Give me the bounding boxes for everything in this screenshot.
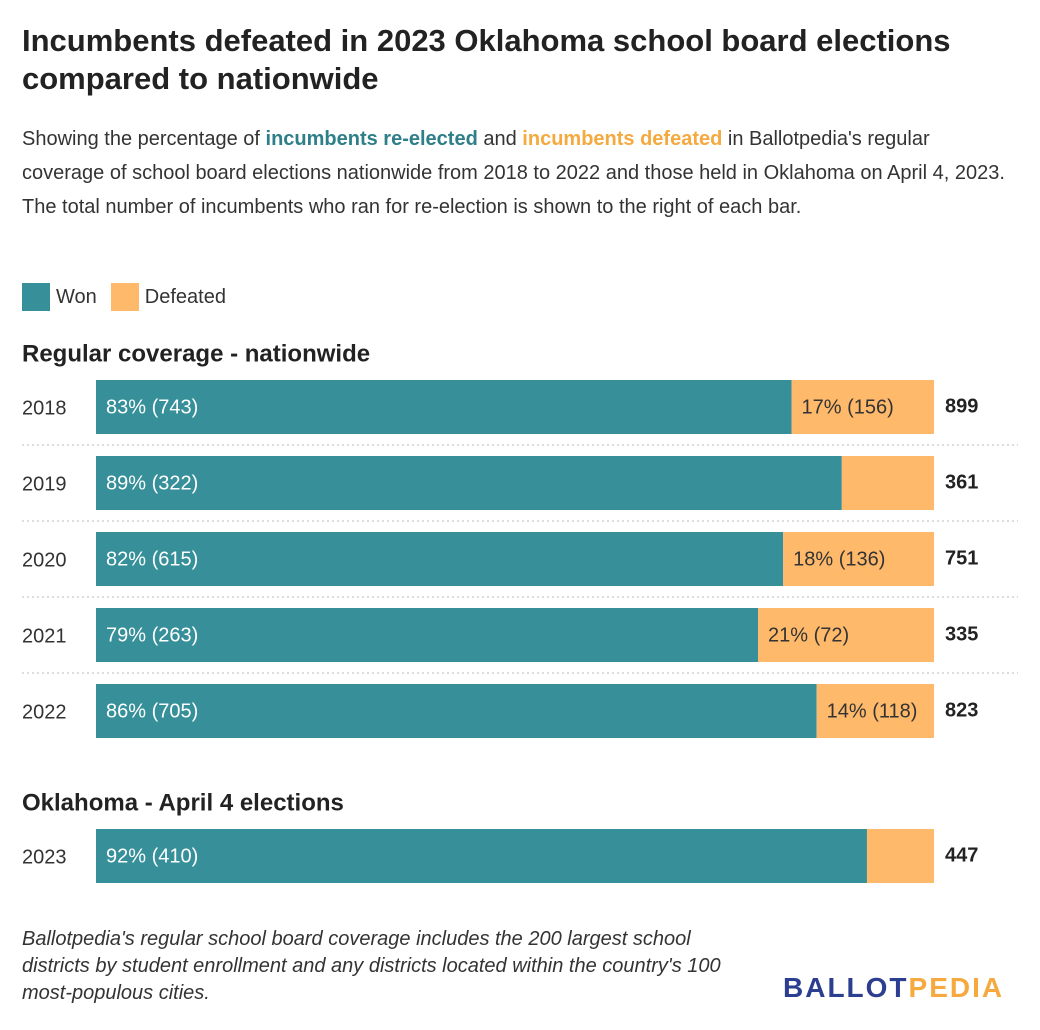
legend-swatch [110, 283, 139, 311]
logo-part: BALLOT [783, 972, 909, 1003]
footnote: Ballotpedia's regular school board cover… [22, 928, 721, 1004]
y-tick-label: 2018 [22, 397, 67, 419]
bar-segment [96, 829, 867, 883]
chart-subtitle: Oklahoma - April 4 elections [22, 789, 344, 816]
subtitle-highlight: incumbents defeated [522, 128, 723, 150]
bar-segment [783, 532, 934, 586]
total-label: 823 [945, 699, 978, 721]
bar-segment [96, 380, 792, 434]
y-tick-label: 2019 [22, 473, 67, 495]
data-label: 21% (72) [768, 624, 849, 646]
data-label: 79% (263) [106, 624, 198, 646]
subtitle-text: Showing the percentage of [22, 128, 266, 150]
total-label: 899 [945, 395, 978, 417]
legend-swatch [22, 283, 50, 311]
y-tick-label: 2021 [22, 625, 67, 647]
legend-label: Won [56, 285, 97, 308]
title: Incumbents defeated in 2023 Oklahoma sch… [22, 23, 951, 96]
subtitle: Showing the percentage of incumbents re-… [22, 122, 1012, 224]
y-tick-label: 2022 [22, 701, 67, 723]
bar-segment [96, 456, 842, 510]
data-label: 83% (743) [106, 396, 198, 418]
chart: Regular coverage - nationwide 2018 83% (74… [22, 340, 1018, 883]
total-label: 361 [945, 471, 978, 493]
data-label: 18% (136) [793, 548, 885, 570]
chart-subtitle: Regular coverage - nationwide [22, 340, 370, 367]
y-tick-label: 2023 [22, 846, 67, 868]
logo-part: PEDIA [908, 972, 1005, 1003]
logo: BALLOTPEDIA [783, 972, 1004, 1004]
total-label: 447 [945, 844, 978, 866]
bar-segment [841, 456, 934, 510]
bar-segment [96, 684, 817, 738]
data-label: 17% (156) [802, 396, 894, 418]
data-label: 14% (118) [827, 700, 918, 722]
subtitle-highlight: incumbents re-elected [265, 128, 478, 150]
legend-item: Won [22, 283, 97, 311]
bar-segment [791, 380, 934, 434]
bar-segment [866, 829, 934, 883]
legend-label: Defeated [144, 285, 226, 308]
data-label: 92% (410) [106, 845, 198, 867]
data-label: 82% (615) [106, 548, 198, 570]
total-label: 751 [945, 547, 978, 569]
data-label: 86% (705) [106, 700, 198, 722]
data-label: 89% (322) [106, 472, 198, 494]
bar-segment [758, 608, 934, 662]
bar-segment [816, 684, 934, 738]
bar-segment [96, 608, 759, 662]
bar-segment [96, 532, 784, 586]
subtitle-text: in Ballotpedia's regular coverage of sch… [22, 128, 1005, 218]
y-tick-label: 2020 [22, 549, 67, 571]
legend: Won Defeated [22, 283, 240, 311]
subtitle-text: and [477, 128, 523, 150]
legend-item: Defeated [110, 283, 226, 311]
total-label: 335 [945, 623, 978, 645]
